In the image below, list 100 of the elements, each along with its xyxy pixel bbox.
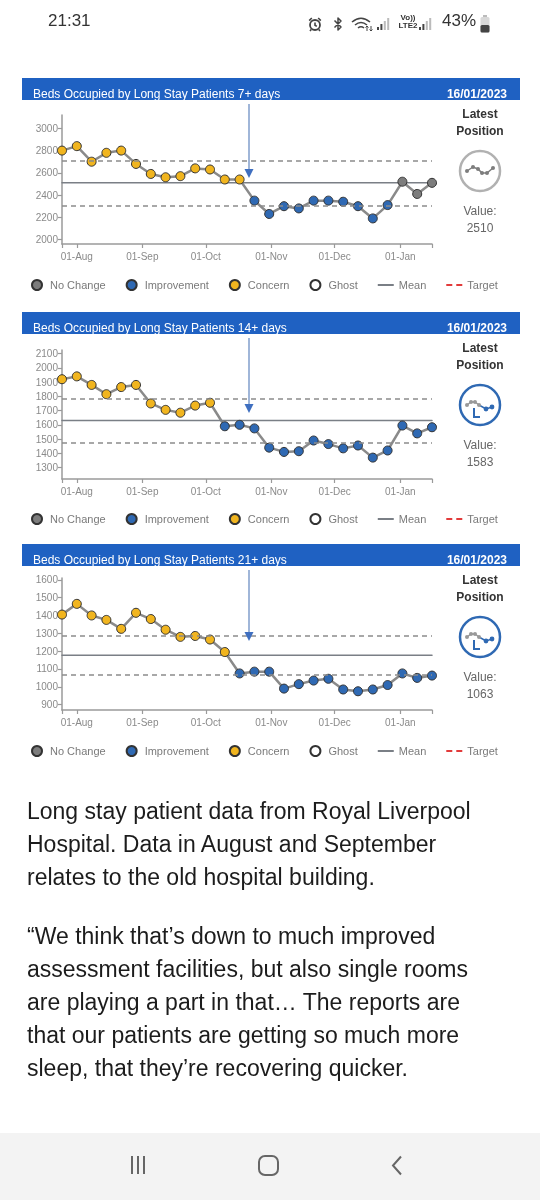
y-tick-label: 1300 [35, 462, 59, 474]
legend-label: Target [467, 513, 498, 525]
point [338, 443, 349, 454]
point [412, 188, 423, 199]
legend-label: Mean [398, 279, 427, 291]
y-tick-label: 1200 [35, 645, 59, 657]
point [338, 196, 349, 207]
chart-title: Beds Occupied by Long Stay Patients 14+ days [33, 321, 287, 335]
text: 16/01/2023 [446, 553, 508, 567]
y-tick-label: 2000 [35, 362, 59, 374]
point [382, 680, 393, 691]
point [382, 445, 393, 456]
point [323, 673, 334, 684]
point [175, 171, 186, 182]
chart-title: Beds Occupied by Long Stay Patients 7+ days [33, 87, 281, 101]
text: 43% [442, 11, 477, 31]
point [86, 610, 97, 621]
y-tick-label: 1300 [35, 627, 59, 639]
point [323, 195, 334, 206]
point [205, 397, 215, 408]
y-tick-label: 1600 [35, 419, 59, 431]
y-tick-label: 2400 [35, 189, 59, 201]
point [397, 176, 408, 187]
point [116, 382, 127, 393]
y-tick-label: 1500 [35, 433, 59, 445]
y-tick-label: 1900 [35, 376, 59, 388]
y-tick-label: 1600 [35, 574, 59, 586]
point [57, 374, 67, 385]
point [190, 400, 201, 411]
x-tick-label: 01-Aug [60, 716, 93, 728]
x-tick-label: 01-Aug [60, 485, 93, 497]
legend-label: Improvement [144, 513, 209, 525]
point [397, 420, 408, 431]
text: Vo)) LTE2 [397, 13, 419, 30]
y-tick-label: 2100 [35, 348, 59, 360]
point [367, 452, 378, 463]
legend-label: Concern [247, 513, 290, 525]
point [145, 614, 156, 625]
point [234, 419, 245, 430]
point [219, 174, 230, 185]
x-tick-label: 01-Nov [255, 250, 288, 262]
x-tick-label: 01-Oct [190, 716, 221, 728]
text: Latest Position [455, 572, 505, 606]
text: “We think that’s down to much improved assessment facilities, but also single rooms are playing a part in that… The reports are that our patients are getting so much more sleep, that they’re recovering quicker. [27, 922, 470, 1083]
legend-label: Ghost [328, 745, 358, 757]
point [308, 435, 319, 446]
legend-label: No Change [50, 513, 106, 525]
y-tick-label: 3000 [35, 122, 59, 134]
y-tick-label: 1700 [35, 405, 59, 417]
point [353, 440, 363, 451]
point [160, 624, 171, 635]
text: 16/01/2023 [446, 321, 508, 335]
point [205, 634, 215, 645]
text: Value: 1063 [462, 669, 498, 703]
point [264, 442, 275, 453]
point [249, 423, 260, 434]
point [249, 195, 260, 206]
point [293, 679, 304, 690]
legend-label: No Change [50, 279, 106, 291]
point [101, 389, 112, 400]
legend-label: Target [467, 745, 498, 757]
point [86, 379, 97, 390]
point [293, 446, 304, 457]
point [205, 164, 215, 175]
point [264, 208, 275, 219]
point [160, 172, 171, 183]
point [367, 213, 378, 224]
y-tick-label: 1500 [35, 592, 59, 604]
text: Long stay patient data from Royal Liverpool Hospital. Data in August and September relates to the old hospital building. [27, 797, 472, 892]
point [219, 647, 230, 658]
text: Value: 2510 [462, 203, 498, 237]
point [57, 145, 67, 156]
point [116, 145, 127, 156]
legend-label: Ghost [328, 279, 358, 291]
point [175, 407, 186, 418]
point [308, 195, 319, 206]
point [101, 614, 112, 625]
x-tick-label: 01-Jan [385, 485, 416, 497]
point [427, 177, 437, 188]
legend-label: Mean [398, 513, 427, 525]
point [101, 147, 112, 158]
point [412, 428, 423, 439]
x-tick-label: 01-Jan [385, 250, 416, 262]
x-tick-label: 01-Dec [318, 250, 351, 262]
point [71, 371, 82, 382]
x-tick-label: 01-Oct [190, 250, 221, 262]
x-tick-label: 01-Nov [255, 716, 288, 728]
point [71, 141, 82, 152]
point [145, 398, 156, 409]
x-tick-label: 01-Jan [385, 716, 416, 728]
x-tick-label: 01-Dec [318, 716, 351, 728]
point [367, 684, 378, 695]
y-tick-label: 1400 [35, 447, 59, 459]
point [145, 168, 156, 179]
point [353, 686, 363, 697]
text: Latest Position [455, 340, 505, 374]
text: Value: 1583 [462, 437, 498, 471]
legend-label: Improvement [144, 745, 209, 757]
x-tick-label: 01-Nov [255, 485, 288, 497]
x-tick-label: 01-Dec [318, 485, 351, 497]
